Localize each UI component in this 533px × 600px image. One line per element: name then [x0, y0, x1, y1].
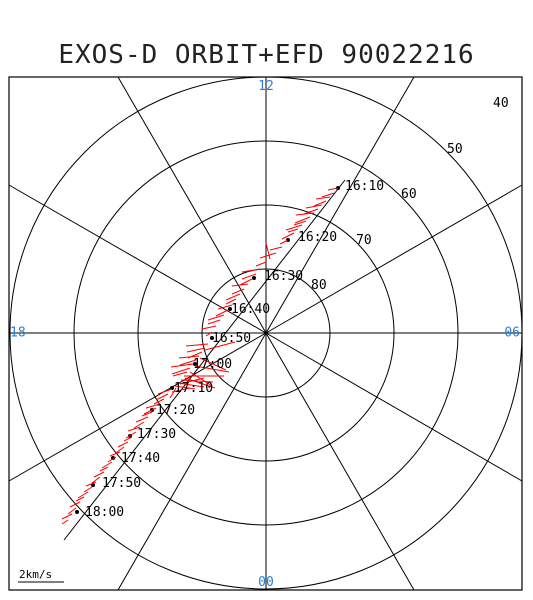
latitude-label-70: 70	[356, 233, 372, 248]
mlt-label-06: 06	[504, 326, 520, 341]
radial-line	[265, 332, 523, 482]
time-label: 16:10	[345, 179, 384, 194]
time-label: 17:10	[174, 381, 213, 396]
radial-line	[265, 184, 523, 334]
radial-line	[117, 332, 267, 591]
time-label: 17:00	[193, 357, 232, 372]
time-label: 16:20	[298, 230, 337, 245]
mlt-label-18: 18	[10, 326, 26, 341]
radial-line	[265, 76, 415, 334]
efd-vectors	[61, 187, 339, 525]
radial-line	[265, 332, 415, 591]
time-tick	[210, 336, 214, 340]
radial-lines	[8, 76, 523, 591]
time-tick	[75, 510, 79, 514]
mlt-label-12: 12	[258, 79, 274, 94]
latitude-label-80: 80	[311, 278, 327, 293]
radial-line	[117, 76, 267, 334]
time-label: 16:30	[264, 269, 303, 284]
time-label: 17:20	[156, 403, 195, 418]
latitude-label-40: 40	[493, 96, 509, 111]
radial-line	[8, 332, 267, 482]
time-tick	[193, 362, 197, 366]
radial-line	[8, 184, 267, 334]
time-label: 16:40	[231, 302, 270, 317]
scale-label: 2km/s	[19, 568, 52, 581]
efd-vector-cluster	[61, 187, 339, 525]
efd-vector-cluster	[169, 341, 236, 399]
time-tick	[228, 307, 232, 311]
time-label: 18:00	[85, 505, 124, 520]
time-label: 17:30	[137, 427, 176, 442]
plot-title: EXOS-D ORBIT+EFD 90022216	[58, 40, 475, 70]
mlt-label-00: 00	[258, 575, 274, 590]
time-label: 17:40	[121, 451, 160, 466]
time-label: 16:50	[212, 331, 251, 346]
time-label: 17:50	[102, 476, 141, 491]
latitude-label-50: 50	[447, 142, 463, 157]
time-tick	[252, 276, 256, 280]
latitude-label-60: 60	[401, 187, 417, 202]
